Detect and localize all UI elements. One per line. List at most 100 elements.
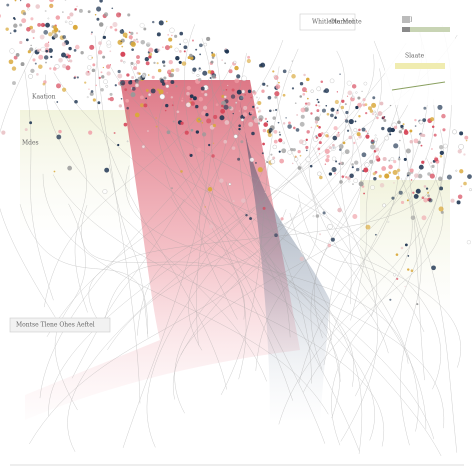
dot	[43, 55, 49, 60]
dot	[221, 59, 223, 61]
dot	[351, 95, 355, 99]
dot	[231, 88, 235, 92]
dot	[272, 116, 276, 120]
dot	[305, 145, 309, 150]
dot	[318, 153, 321, 155]
dot	[428, 198, 433, 203]
dot	[146, 43, 150, 47]
dot	[69, 12, 74, 17]
dot	[131, 75, 135, 80]
dot	[272, 109, 275, 112]
dot	[95, 84, 97, 87]
dot	[135, 38, 138, 41]
dot	[299, 95, 302, 98]
dot	[106, 71, 111, 76]
dot	[141, 144, 146, 149]
dot	[90, 90, 94, 93]
dot	[299, 256, 305, 262]
flow-line	[110, 67, 378, 317]
dot	[198, 118, 201, 121]
dot	[372, 96, 376, 100]
dot	[339, 73, 341, 75]
dot	[148, 53, 150, 56]
dot	[169, 73, 174, 78]
dot	[13, 18, 16, 21]
dot	[244, 94, 246, 96]
dot	[102, 189, 108, 195]
dot	[66, 15, 71, 20]
dot	[258, 111, 260, 113]
dot	[166, 92, 168, 94]
dot	[393, 182, 395, 184]
dot	[305, 90, 308, 93]
dot	[324, 88, 330, 94]
dot	[388, 159, 391, 162]
dot	[245, 214, 248, 217]
dot	[333, 172, 337, 175]
dot-cloud	[0, 0, 472, 306]
dot	[315, 136, 318, 139]
dot	[299, 154, 302, 157]
dot	[335, 160, 338, 163]
dot	[365, 134, 370, 139]
dot	[91, 57, 93, 59]
dot	[316, 109, 320, 113]
dot	[238, 124, 241, 127]
dot	[384, 135, 390, 141]
dot	[153, 61, 156, 65]
dot	[69, 59, 73, 63]
dot	[298, 139, 304, 145]
dot	[342, 152, 345, 155]
dot	[417, 173, 423, 179]
dot	[291, 74, 296, 79]
flow-line	[312, 146, 378, 442]
dot	[203, 92, 208, 97]
dot	[390, 127, 395, 133]
dot	[157, 68, 162, 73]
dot	[170, 68, 175, 73]
dot	[362, 98, 366, 102]
dot	[62, 35, 67, 39]
dot	[357, 102, 362, 108]
dot	[67, 54, 71, 59]
dot	[179, 49, 182, 53]
dot	[279, 133, 282, 136]
dot	[120, 59, 123, 63]
dot	[459, 169, 464, 174]
dot	[233, 134, 238, 139]
dot	[458, 143, 464, 150]
dot	[301, 87, 307, 93]
dot	[37, 23, 42, 27]
dot	[87, 65, 92, 70]
dot	[61, 42, 67, 47]
dot	[92, 63, 96, 67]
dot	[463, 181, 467, 186]
dot	[58, 57, 63, 63]
dot	[121, 29, 124, 31]
dot	[322, 211, 326, 215]
dot	[128, 80, 133, 85]
dot	[427, 191, 430, 194]
dot	[320, 80, 324, 83]
dot	[370, 144, 376, 150]
dot	[56, 134, 62, 140]
flow-line	[172, 101, 247, 380]
dot	[337, 131, 340, 134]
dot	[134, 83, 140, 88]
dot	[319, 233, 322, 236]
dot	[13, 55, 18, 60]
dot	[135, 32, 139, 35]
dot	[356, 138, 359, 140]
dot	[361, 152, 367, 158]
dot	[109, 92, 113, 96]
dot	[68, 20, 73, 25]
dot	[264, 191, 267, 194]
dot	[174, 47, 179, 52]
dot	[87, 10, 91, 14]
dot	[53, 25, 57, 30]
dot	[178, 60, 182, 64]
dot	[272, 144, 277, 150]
dot	[131, 86, 136, 91]
dot	[9, 32, 12, 34]
